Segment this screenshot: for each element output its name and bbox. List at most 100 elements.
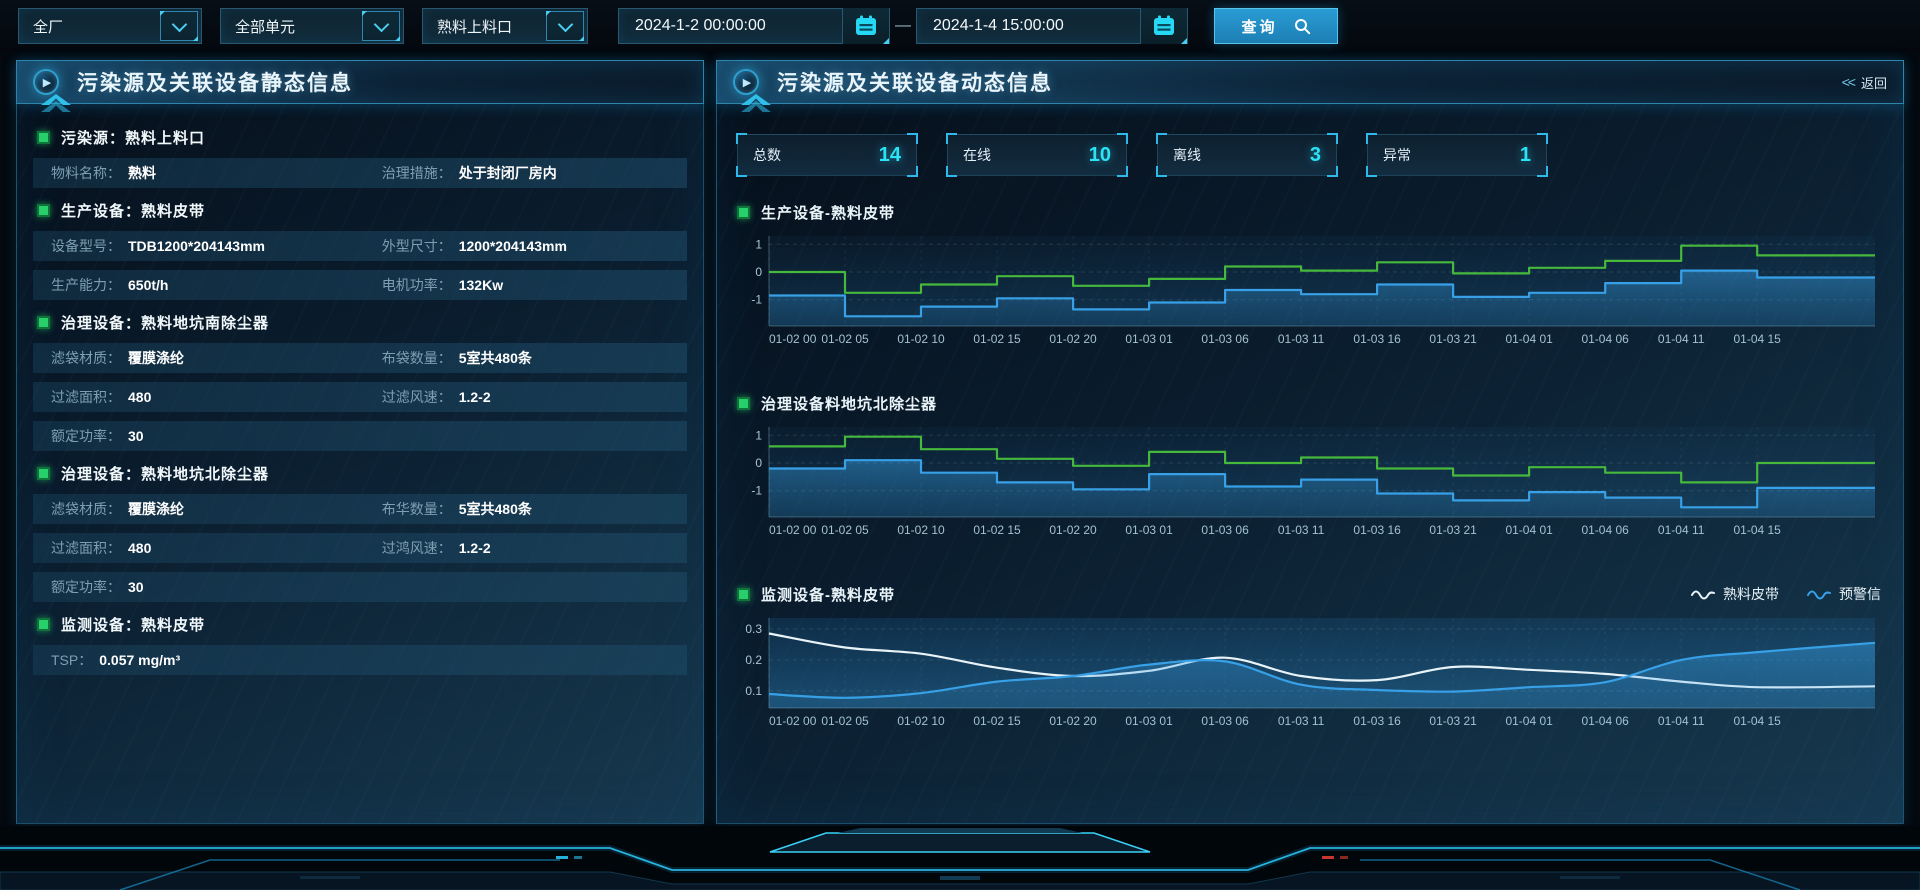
series-line-green-status	[769, 244, 1875, 294]
info-field: 额定功率： 30	[51, 426, 382, 446]
info-field-label: 设备型号：	[51, 238, 121, 254]
info-field-label: 电机功率：	[381, 277, 452, 293]
corner-bracket-decoration	[1537, 133, 1548, 144]
info-field-value: 1.2-2	[458, 389, 491, 405]
section-bullet-icon	[737, 587, 750, 601]
plant-select-value: 全厂	[33, 18, 64, 36]
query-button[interactable]: 查询	[1214, 8, 1338, 44]
section-bullet-icon	[737, 205, 750, 219]
info-field: 过鸿风速： 1.2-2	[382, 538, 491, 558]
info-field-value: 132Kw	[458, 277, 504, 293]
info-field: 过滤面积： 480	[51, 538, 382, 558]
svg-text:01-02 15: 01-02 15	[973, 714, 1021, 728]
svg-text:01-02 10: 01-02 10	[897, 714, 945, 728]
info-field-label: 物料名称：	[51, 165, 121, 181]
info-field-label: 额定功率：	[51, 428, 121, 444]
corner-bracket-decoration	[907, 166, 918, 177]
info-field-value: TDB1200*204143mm	[128, 238, 265, 254]
info-field-label: 生产能力：	[51, 277, 121, 293]
svg-text:01-03 11: 01-03 11	[1278, 332, 1325, 346]
stat-value: 14	[878, 143, 901, 166]
section-header: 生产设备：熟料皮带	[37, 197, 687, 223]
stat-label: 离线	[1173, 147, 1201, 163]
svg-text:01-03 16: 01-03 16	[1353, 714, 1401, 728]
back-button[interactable]: << 返回	[1842, 73, 1887, 92]
svg-text:01-03 06: 01-03 06	[1201, 523, 1249, 537]
end-datetime-input[interactable]: 2024-1-4 15:00:00	[916, 8, 1188, 44]
chevron-down-icon[interactable]	[546, 11, 584, 41]
svg-text:01-04 06: 01-04 06	[1581, 523, 1629, 537]
svg-text:01-02 00: 01-02 00	[769, 714, 817, 728]
device-stats-row: 总数 14 在线 10 离线 3 异常 1	[736, 133, 1887, 177]
dynamic-info-panel: ▶ 污染源及关联设备动态信息 << 返回 总数 14 在线 10 离线 3 异常 1 生产设备…	[716, 60, 1904, 824]
section-bullet-icon	[37, 203, 50, 217]
legend-item[interactable]: 熟料皮带	[1691, 584, 1779, 604]
info-field-label: TSP：	[51, 652, 93, 668]
calendar-icon[interactable]	[842, 8, 889, 44]
info-field-value: 5室共480条	[458, 350, 532, 366]
stat-label: 在线	[963, 147, 991, 163]
corner-bracket-decoration	[1117, 133, 1128, 144]
svg-text:01-03 01: 01-03 01	[1125, 332, 1173, 346]
corner-bracket-decoration	[1117, 166, 1128, 177]
svg-text:01-02 05: 01-02 05	[821, 714, 869, 728]
chevron-down-icon[interactable]	[362, 11, 400, 41]
back-button-label: 返回	[1860, 75, 1887, 91]
svg-text:01-04 01: 01-04 01	[1505, 332, 1553, 346]
unit-select[interactable]: 全部单元	[220, 8, 404, 44]
svg-text:-1: -1	[751, 484, 762, 498]
info-row: 滤袋材质： 覆膜涤纶 布华数量： 5室共480条	[33, 494, 687, 524]
charts-area: 生产设备-熟料皮带 1 0 -1 01-02 00 01-02 05 01-02 10 01-…	[733, 200, 1887, 737]
stat-label: 异常	[1383, 147, 1411, 163]
svg-text:01-02 05: 01-02 05	[821, 523, 869, 537]
svg-text:01-04 11: 01-04 11	[1658, 714, 1705, 728]
svg-text:01-03 01: 01-03 01	[1125, 523, 1173, 537]
info-row: TSP： 0.057 mg/m³	[33, 645, 687, 675]
legend-label: 预警信	[1839, 586, 1881, 602]
chart-plot-3: 0.3 0.2 0.1 01-02 00 01-02 05 01-02 10 01-02 1…	[745, 618, 1876, 728]
section-header-label: 治理设备：熟料地坑南除尘器	[61, 314, 270, 332]
svg-text:01-03 01: 01-03 01	[1125, 714, 1173, 728]
info-field-label: 布袋数量：	[381, 350, 452, 366]
query-button-label: 查询	[1241, 18, 1278, 36]
calendar-icon[interactable]	[1140, 8, 1187, 44]
chevron-down-icon[interactable]	[160, 11, 198, 41]
chart-title-row: 生产设备-熟料皮带	[737, 200, 1887, 224]
source-select[interactable]: 熟料上料口	[422, 8, 588, 44]
chart-2: 治理设备料地坑北除尘器 1 0 -1 01-02 00 01-02 05 01-02 10 0…	[733, 391, 1887, 546]
info-field-value: 熟料	[128, 165, 156, 181]
chart-legend: 熟料皮带 预警信	[1691, 584, 1887, 604]
svg-text:01-04 15: 01-04 15	[1733, 523, 1781, 537]
chart-plot-2: 1 0 -1 01-02 00 01-02 05 01-02 10 01-02 15 01-0…	[751, 427, 1875, 537]
section-bullet-icon	[737, 396, 750, 410]
section-header: 治理设备：熟料地坑北除尘器	[37, 460, 687, 486]
start-datetime-input[interactable]: 2024-1-2 00:00:00	[618, 8, 890, 44]
corner-bracket-decoration	[1327, 166, 1338, 177]
info-field: TSP： 0.057 mg/m³	[51, 650, 382, 670]
static-info-panel-title: 污染源及关联设备静态信息	[77, 72, 353, 95]
info-field: 电机功率： 132Kw	[382, 275, 503, 295]
svg-text:01-02 10: 01-02 10	[897, 523, 945, 537]
plant-select[interactable]: 全厂	[18, 8, 202, 44]
info-field: 滤袋材质： 覆膜涤纶	[51, 499, 382, 519]
header-chevrons-decoration	[41, 94, 71, 112]
svg-text:0.2: 0.2	[745, 653, 762, 667]
info-field: 布袋数量： 5室共480条	[382, 348, 532, 368]
svg-text:01-04 01: 01-04 01	[1505, 523, 1553, 537]
info-field-value: 处于封闭厂房内	[458, 165, 557, 181]
static-info-list: 污染源：熟料上料口 物料名称： 熟料 治理措施： 处于封闭厂房内 生产设备：熟料皮带 设备型…	[17, 104, 703, 675]
info-field: 物料名称： 熟料	[51, 163, 382, 183]
svg-text:01-04 15: 01-04 15	[1733, 332, 1781, 346]
svg-text:01-02 00: 01-02 00	[769, 332, 817, 346]
svg-text:01-03 11: 01-03 11	[1278, 523, 1325, 537]
svg-text:01-04 15: 01-04 15	[1733, 714, 1781, 728]
svg-text:01-04 11: 01-04 11	[1658, 332, 1705, 346]
svg-text:01-02 05: 01-02 05	[821, 332, 869, 346]
svg-text:0: 0	[755, 456, 762, 470]
info-field-value: 30	[128, 579, 144, 595]
wave-line-icon	[1807, 590, 1831, 600]
svg-text:0: 0	[755, 265, 762, 279]
legend-item[interactable]: 预警信	[1807, 584, 1881, 604]
dynamic-info-panel-header: ▶ 污染源及关联设备动态信息 << 返回	[716, 60, 1904, 112]
